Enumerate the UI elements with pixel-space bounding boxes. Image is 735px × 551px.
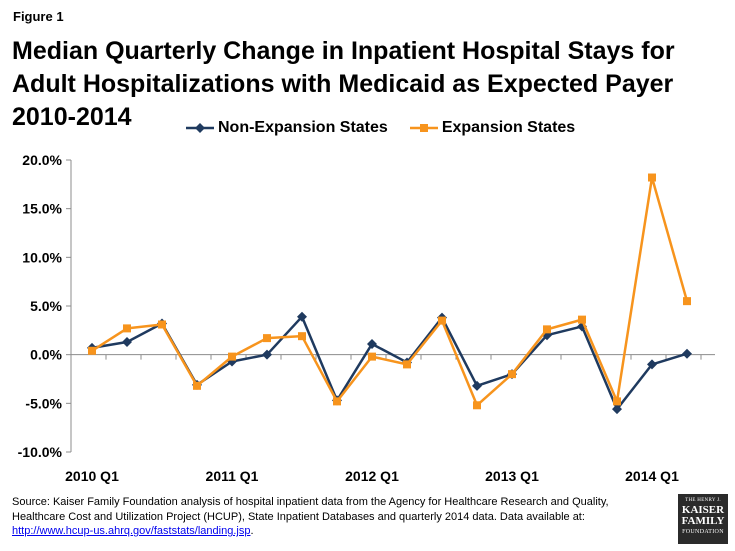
x-tick-label: 2011 Q1 — [206, 468, 259, 484]
legend-item-expansion: Expansion States — [409, 119, 576, 137]
data-point-expansion — [403, 360, 411, 369]
data-point-expansion — [263, 334, 271, 343]
data-point-expansion — [193, 381, 201, 390]
data-point-expansion — [158, 320, 166, 329]
logo-line-4: FOUNDATION — [682, 529, 724, 535]
y-tick-label: 10.0% — [22, 249, 62, 265]
legend-item-non-expansion: Non-Expansion States — [186, 119, 388, 137]
data-point-expansion — [438, 316, 446, 325]
legend-label-non-expansion: Non-Expansion States — [218, 119, 388, 136]
legend-label-expansion: Expansion States — [441, 119, 576, 136]
data-point-expansion — [298, 332, 306, 341]
data-point-expansion — [613, 397, 621, 406]
y-tick-label: -10.0% — [18, 444, 63, 460]
data-point-non-expansion — [297, 311, 307, 322]
x-tick-label: 2012 Q1 — [345, 468, 399, 484]
data-point-non-expansion — [472, 380, 482, 391]
source-end: . — [250, 525, 254, 537]
legend-marker-square-icon — [409, 124, 438, 132]
legend-marker-diamond-icon — [186, 123, 214, 133]
logo-line-3: FAMILY — [681, 515, 725, 527]
data-point-non-expansion — [122, 337, 132, 348]
logo-line-1: THE HENRY J. — [685, 498, 721, 503]
y-tick-label: 5.0% — [30, 298, 62, 314]
source-text: Source: Kaiser Family Foundation analysi… — [12, 496, 609, 523]
kff-logo: THE HENRY J. KAISER FAMILY FOUNDATION — [678, 494, 728, 544]
series-line-non-expansion — [91, 315, 688, 411]
logo-line-2: KAISER — [681, 504, 725, 516]
data-point-expansion — [333, 397, 341, 406]
data-point-expansion — [683, 297, 691, 306]
chart-title: Median Quarterly Change in Inpatient Hos… — [12, 37, 675, 131]
data-point-expansion — [88, 346, 96, 355]
data-point-non-expansion — [367, 338, 377, 349]
source-link[interactable]: http://www.hcup-us.ahrq.gov/faststats/la… — [12, 525, 251, 537]
chart-legend: Non-Expansion States Expansion States — [186, 119, 597, 137]
data-point-expansion — [228, 352, 236, 361]
data-point-expansion — [368, 352, 376, 361]
data-point-expansion — [508, 370, 516, 379]
y-tick-label: 20.0% — [22, 152, 62, 168]
data-point-expansion — [648, 173, 656, 182]
data-point-non-expansion — [262, 349, 272, 360]
y-tick-label: 15.0% — [22, 201, 62, 217]
x-tick-label: 2013 Q1 — [485, 468, 539, 484]
source-note: Source: Kaiser Family Foundation analysi… — [12, 495, 652, 539]
data-point-expansion — [473, 401, 481, 410]
series-line-expansion — [91, 176, 689, 407]
data-point-expansion — [543, 325, 551, 334]
data-point-expansion — [123, 324, 131, 333]
data-point-non-expansion — [227, 356, 237, 367]
data-point-non-expansion — [612, 404, 622, 415]
figure-label: Figure 1 — [13, 9, 64, 24]
x-tick-label: 2010 Q1 — [65, 468, 119, 484]
line-chart: 20.0% 15.0% 10.0% 5.0% 0.0% -5.0% -10.0%2010 Q… — [18, 152, 715, 484]
y-tick-label: -5.0% — [25, 395, 62, 411]
data-point-non-expansion — [647, 359, 657, 370]
data-point-expansion — [578, 315, 586, 324]
x-tick-label: 2014 Q1 — [625, 468, 679, 484]
y-tick-label: 0.0% — [30, 347, 62, 363]
data-point-non-expansion — [682, 348, 692, 359]
